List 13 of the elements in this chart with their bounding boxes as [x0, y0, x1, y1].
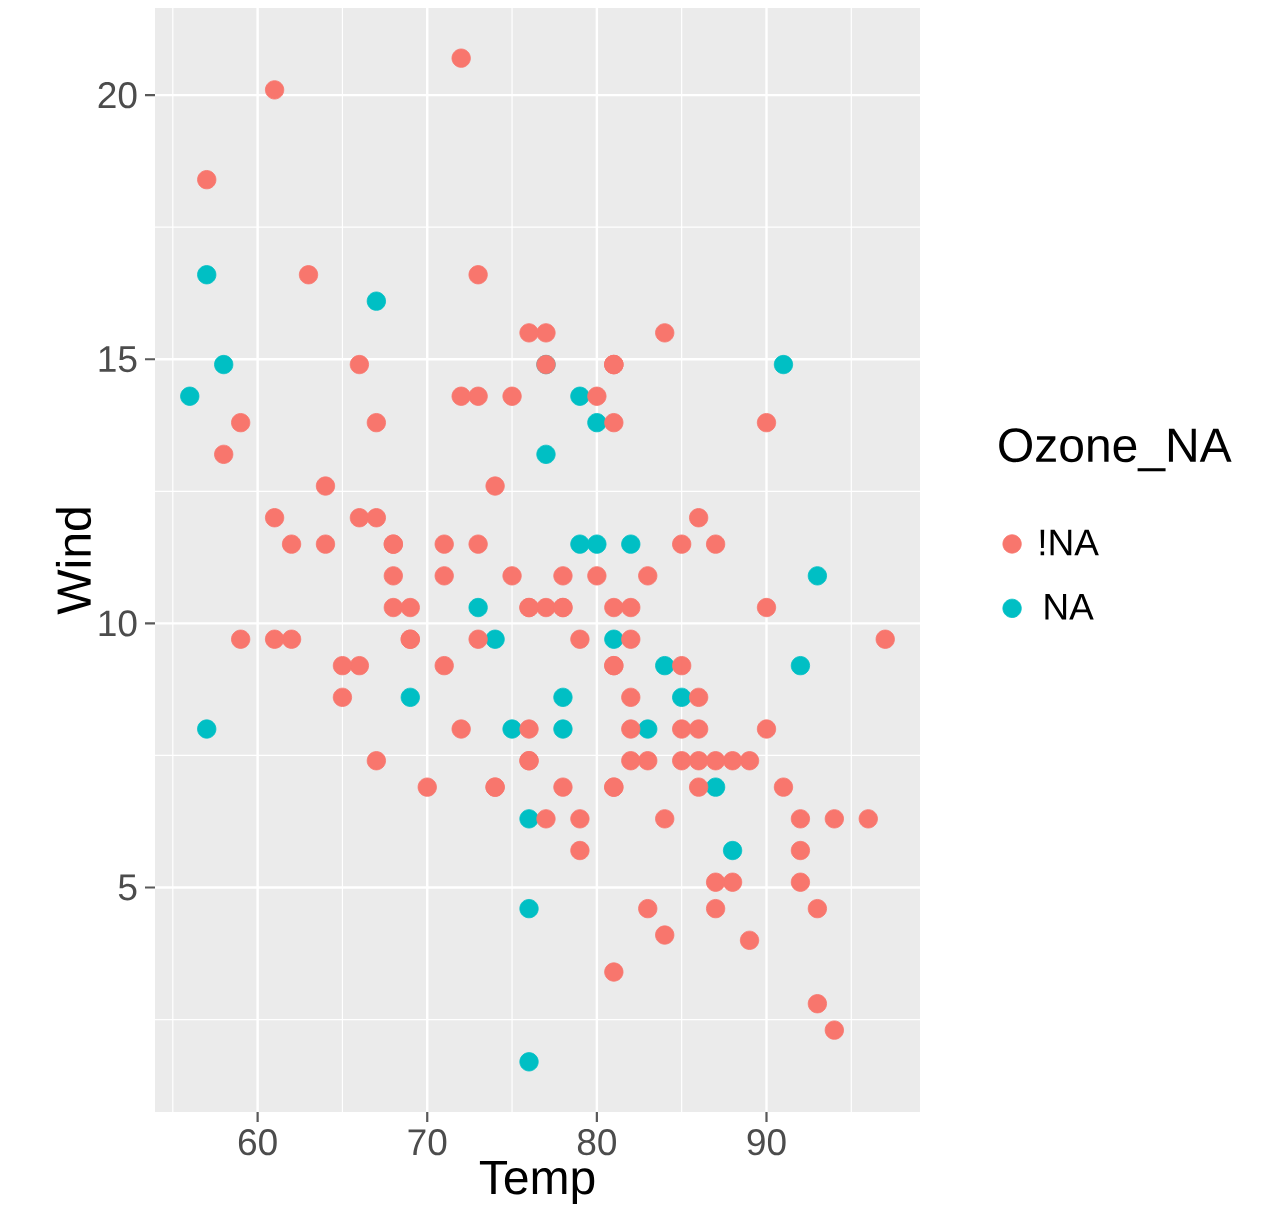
x-tick-label: 70 — [408, 1129, 447, 1156]
x-tick-label: 60 — [238, 1129, 277, 1156]
x-tick-label: 90 — [747, 1129, 786, 1156]
y-axis-title: Wind — [55, 508, 92, 615]
x-tick-label: 80 — [577, 1129, 616, 1156]
y-tick-label: 15 — [99, 346, 137, 373]
legend-title: Ozone_NA — [999, 428, 1232, 472]
legend-label: NA — [1045, 594, 1094, 620]
y-tick-label: 5 — [118, 874, 137, 901]
y-tick-label: 10 — [99, 610, 137, 637]
y-tick-label: 20 — [98, 82, 137, 109]
legend-label: !NA — [1040, 529, 1099, 556]
x-axis-title: Temp — [479, 1160, 595, 1204]
